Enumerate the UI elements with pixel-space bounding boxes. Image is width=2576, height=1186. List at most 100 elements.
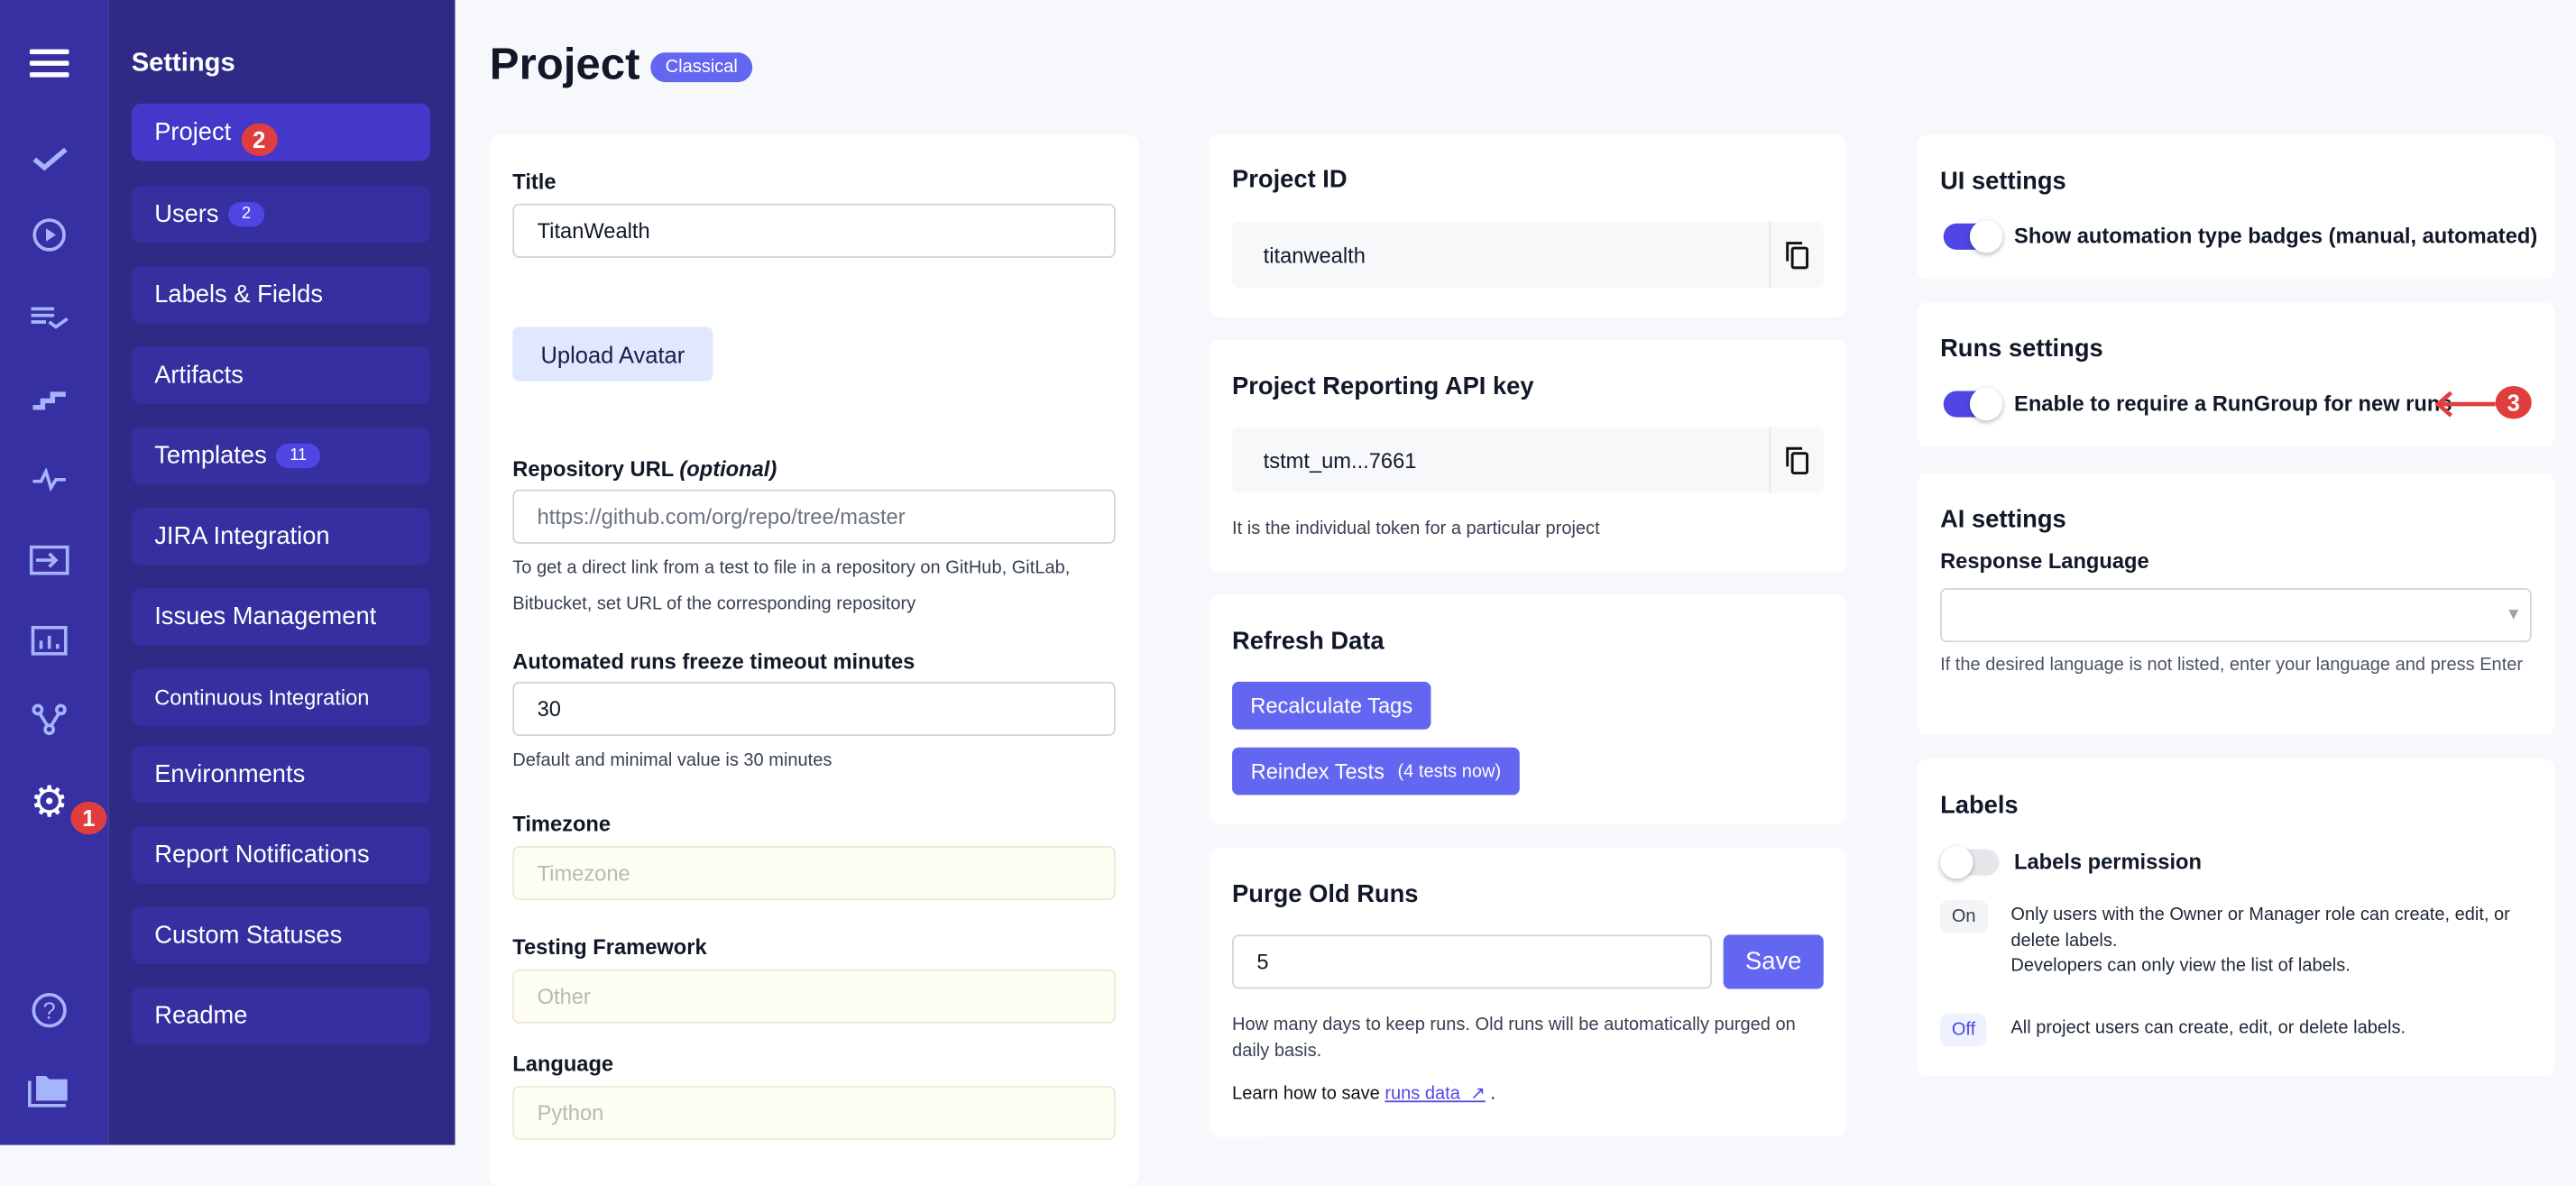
folder-icon[interactable] (27, 1070, 70, 1112)
timezone-input[interactable]: Timezone (512, 846, 1116, 901)
project-settings-card: Title TitanWealth Upload Avatar Reposito… (489, 134, 1139, 1186)
sidebar-item-label: Environments (154, 760, 306, 789)
ai-settings-title: AI settings (1940, 505, 2066, 534)
play-circle-icon[interactable] (28, 214, 70, 256)
copy-icon[interactable] (1769, 221, 1824, 288)
api-key-field: tstmt_um...7661 (1232, 427, 1824, 493)
pulse-icon[interactable] (28, 458, 70, 501)
sidebar-item-labels-fields[interactable]: Labels & Fields (131, 266, 431, 324)
freeze-input[interactable]: 30 (512, 681, 1116, 736)
project-type-badge: Classical (650, 52, 753, 83)
purge-days-input[interactable]: 5 (1232, 934, 1712, 989)
labels-permission-toggle[interactable] (1940, 846, 2000, 879)
sidebar-item-label: Labels & Fields (154, 280, 324, 309)
runs-settings-title: Runs settings (1940, 335, 2103, 363)
ui-settings-title: UI settings (1940, 167, 2066, 196)
framework-label: Testing Framework (512, 934, 707, 960)
sidebar-item-report-notifications[interactable]: Report Notifications (131, 826, 431, 884)
title-input[interactable]: TitanWealth (512, 203, 1116, 258)
runs-data-link[interactable]: runs data ↗ (1385, 1084, 1486, 1104)
sidebar-item-label: Issues Management (154, 602, 377, 631)
sidebar-item-custom-statuses[interactable]: Custom Statuses (131, 906, 431, 965)
require-rungroup-label: Enable to require a RunGroup for new run… (2014, 391, 2452, 416)
copy-icon[interactable] (1769, 427, 1824, 493)
annotation-badge-3: 3 (2495, 386, 2532, 419)
refresh-data-card: Refresh Data Recalculate Tags Reindex Te… (1209, 594, 1847, 825)
ui-settings-card: UI settings Show automation type badges … (1917, 134, 2555, 280)
response-language-select[interactable]: ▼ (1940, 588, 2532, 643)
sidebar-item-label: Templates (154, 441, 267, 470)
freeze-help: Default and minimal value is 30 minutes (512, 750, 833, 771)
framework-input[interactable]: Other (512, 969, 1116, 1024)
sidebar-item-ci[interactable]: Continuous Integration (131, 668, 431, 727)
branch-icon[interactable] (28, 698, 70, 740)
sidebar-item-templates[interactable]: Templates 11 (131, 427, 431, 485)
require-rungroup-toggle[interactable] (1943, 387, 2003, 421)
sidebar-item-artifacts[interactable]: Artifacts (131, 346, 431, 405)
labels-permission-label: Labels permission (2014, 849, 2202, 874)
sidebar-item-environments[interactable]: Environments (131, 745, 431, 804)
sidebar-item-label: Artifacts (154, 361, 244, 390)
on-description: Only users with the Owner or Manager rol… (2010, 905, 2510, 976)
count-badge: 2 (228, 202, 264, 227)
icon-rail: ⚙ 1 ? (0, 0, 109, 1145)
purge-runs-card: Purge Old Runs 5 Save How many days to k… (1209, 847, 1847, 1137)
sidebar-item-readme[interactable]: Readme (131, 987, 431, 1045)
ai-language-help: If the desired language is not listed, e… (1940, 655, 2524, 676)
check-icon[interactable] (28, 136, 70, 179)
on-tag: On (1940, 900, 1988, 933)
project-id-title: Project ID (1232, 165, 1348, 194)
sidebar-item-jira[interactable]: JIRA Integration (131, 507, 431, 565)
page-title: Project (489, 39, 640, 89)
ai-settings-card: AI settings Response Language ▼ If the d… (1917, 473, 2555, 735)
repo-help: To get a direct link from a test to file… (512, 558, 1071, 615)
automation-badges-toggle[interactable] (1943, 220, 2003, 253)
project-id-field: titanwealth (1232, 221, 1824, 288)
freeze-label: Automated runs freeze timeout minutes (512, 648, 915, 674)
chart-icon[interactable] (28, 620, 70, 662)
sidebar-item-users[interactable]: Users 2 (131, 185, 431, 244)
upload-avatar-button[interactable]: Upload Avatar (512, 326, 713, 382)
sidebar-item-label: Report Notifications (154, 841, 370, 869)
language-input[interactable]: Python (512, 1085, 1116, 1141)
annotation-arrow-icon (2434, 391, 2496, 418)
api-key-help: It is the individual token for a particu… (1232, 519, 1600, 539)
automation-badges-label: Show automation type badges (manual, aut… (2014, 223, 2538, 249)
import-icon[interactable] (28, 538, 70, 581)
repo-url-label: Repository URL (optional) (512, 456, 777, 482)
sidebar-item-issues[interactable]: Issues Management (131, 588, 431, 646)
sidebar-item-project[interactable]: Project 2 (131, 103, 431, 161)
api-key-title: Project Reporting API key (1232, 372, 1534, 401)
sidebar-item-label: Users (154, 200, 219, 229)
response-language-label: Response Language (1940, 548, 2149, 574)
labels-title: Labels (1940, 791, 2019, 820)
sidebar-item-label: Custom Statuses (154, 921, 343, 950)
labels-card: Labels Labels permission On Only users w… (1917, 758, 2555, 1077)
menu-icon[interactable] (28, 41, 70, 84)
refresh-title: Refresh Data (1232, 627, 1385, 656)
annotation-badge-2: 2 (241, 122, 278, 156)
recalculate-tags-button[interactable]: Recalculate Tags (1232, 681, 1431, 730)
settings-sidebar: Settings Project 2 Users 2 Labels & Fields… (108, 0, 455, 1145)
help-icon[interactable]: ? (28, 988, 70, 1031)
checklist-icon[interactable] (28, 296, 70, 338)
off-description: All project users can create, edit, or d… (2010, 1018, 2406, 1039)
purge-help: How many days to keep runs. Old runs wil… (1232, 1015, 1796, 1062)
steps-icon[interactable] (28, 376, 70, 418)
sidebar-item-label: Project (154, 118, 232, 147)
repo-url-input[interactable]: https://github.com/org/repo/tree/master (512, 489, 1116, 544)
api-key-card: Project Reporting API key tstmt_um...766… (1209, 340, 1847, 572)
sidebar-item-label: JIRA Integration (154, 522, 330, 551)
project-id-card: Project ID titanwealth (1209, 134, 1847, 317)
annotation-badge-1: 1 (70, 801, 107, 835)
save-button[interactable]: Save (1723, 934, 1824, 989)
timezone-label: Timezone (512, 811, 612, 837)
learn-more: Learn how to save runs data ↗ . (1232, 1084, 1496, 1104)
sidebar-item-label: Readme (154, 1002, 248, 1031)
gear-icon[interactable]: ⚙ (30, 776, 69, 826)
sidebar-item-label: Continuous Integration (154, 685, 370, 710)
purge-title: Purge Old Runs (1232, 880, 1419, 909)
reindex-tests-button[interactable]: Reindex Tests (4 tests now) (1232, 747, 1520, 795)
title-label: Title (512, 169, 557, 194)
count-badge: 11 (276, 443, 320, 469)
